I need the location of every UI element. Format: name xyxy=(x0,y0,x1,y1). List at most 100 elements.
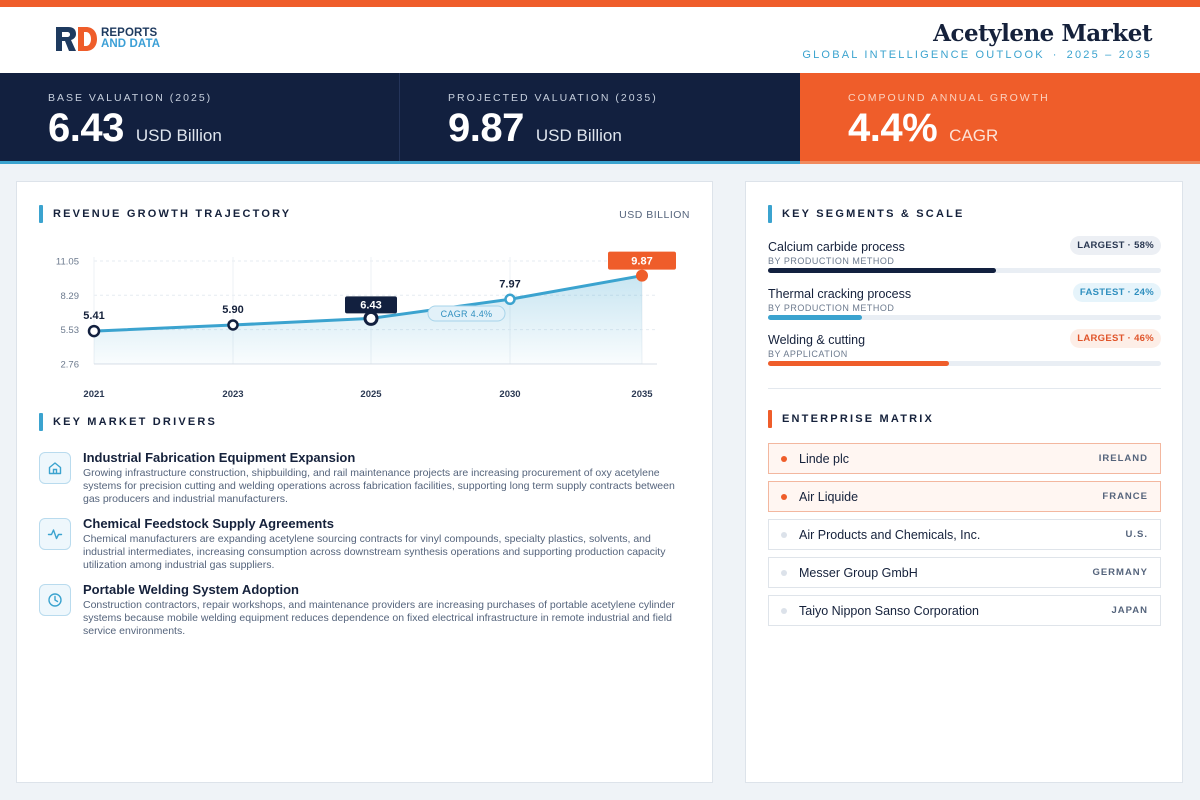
brand-logo: REPORTS AND DATA xyxy=(54,27,160,51)
data-label-box xyxy=(608,251,676,270)
kpi-base-valuation: BASE VALUATION (2025) 6.43 USD Billion xyxy=(0,73,400,164)
x-tick-label: 2023 xyxy=(222,389,243,400)
enterprise-row: Air Liquide FRANCE xyxy=(768,481,1161,512)
data-label: 9.87 xyxy=(631,256,652,268)
driver-title: Industrial Fabrication Equipment Expansi… xyxy=(83,450,356,465)
brand-line-2: AND DATA xyxy=(101,38,161,50)
segment-share-track xyxy=(768,268,1161,273)
data-point xyxy=(636,269,648,282)
kpi-label: PROJECTED VALUATION (2035) xyxy=(448,92,658,104)
section-accent-bar xyxy=(768,205,772,223)
section-accent-bar xyxy=(39,413,43,431)
driver-item: Portable Welding System Adoption Constru… xyxy=(39,582,689,638)
section-title-text: KEY SEGMENTS & SCALE xyxy=(782,208,965,220)
brand-name: REPORTS AND DATA xyxy=(101,27,161,50)
company-country: IRELAND xyxy=(1098,453,1148,464)
enterprise-row: Linde plc IRELAND xyxy=(768,443,1161,474)
segment-share-track xyxy=(768,361,1161,366)
revenue-card: REVENUE GROWTH TRAJECTORY USD BILLION 11… xyxy=(16,181,713,783)
kpi-value: 4.4% xyxy=(848,106,938,150)
driver-description: Construction contractors, repair worksho… xyxy=(83,599,675,637)
company-name: Linde plc xyxy=(799,451,850,466)
bullet-dot-icon xyxy=(781,493,787,500)
segment-item: Calcium carbide process BY PRODUCTION ME… xyxy=(768,236,1161,273)
driver-item: Industrial Fabrication Equipment Expansi… xyxy=(39,450,689,506)
data-point xyxy=(504,293,516,306)
x-tick-label: 2030 xyxy=(499,389,520,400)
drivers-section-title: KEY MARKET DRIVERS xyxy=(39,413,217,431)
kpi-unit: USD Billion xyxy=(535,126,622,145)
driver-description: Growing infrastructure construction, shi… xyxy=(83,467,675,505)
bullet-dot-icon xyxy=(781,569,787,576)
company-name: Air Products and Chemicals, Inc. xyxy=(799,527,981,542)
revenue-section-title: REVENUE GROWTH TRAJECTORY xyxy=(39,205,291,223)
segment-name: Welding & cutting xyxy=(768,333,866,347)
subtitle-period: 2025 – 2035 xyxy=(1066,49,1152,61)
bullet-dot-icon xyxy=(781,455,787,462)
segment-item: Welding & cutting BY APPLICATION LARGEST… xyxy=(768,329,1161,366)
segment-item: Thermal cracking process BY PRODUCTION M… xyxy=(768,283,1161,320)
revenue-chart: 11.05 8.29 5.53 2.76 CAGR 4.4% 5.41 2021 5.90 20… xyxy=(56,251,676,400)
section-title-text: ENTERPRISE MATRIX xyxy=(782,413,935,425)
segment-badge: LARGEST · 58% xyxy=(1070,236,1161,255)
enterprise-row: Air Products and Chemicals, Inc. U.S. xyxy=(768,519,1161,550)
company-country: U.S. xyxy=(1125,529,1148,540)
kpi-cagr: COMPOUND ANNUAL GROWTH 4.4% CAGR xyxy=(800,73,1200,164)
x-tick-label: 2025 xyxy=(360,389,382,400)
x-tick-label: 2021 xyxy=(83,389,105,400)
subtitle-text: GLOBAL INTELLIGENCE OUTLOOK xyxy=(802,49,1045,61)
data-point xyxy=(87,324,101,338)
subtitle-separator: · xyxy=(1052,49,1059,61)
y-tick-label: 11.05 xyxy=(56,257,79,268)
cagr-annotation-pill xyxy=(427,305,506,322)
segment-badge: FASTEST · 24% xyxy=(1072,283,1161,302)
driver-description: Chemical manufacturers are expanding ace… xyxy=(83,533,666,571)
section-accent-bar xyxy=(768,410,772,428)
brand-line-1: REPORTS xyxy=(101,27,158,39)
enterprise-section-title: ENTERPRISE MATRIX xyxy=(768,410,934,428)
driver-title: Portable Welding System Adoption xyxy=(83,582,299,597)
segment-share-bar xyxy=(768,315,863,320)
kpi-label: COMPOUND ANNUAL GROWTH xyxy=(848,92,1050,104)
y-tick-label: 8.29 xyxy=(61,291,80,302)
data-label: 6.43 xyxy=(360,299,381,311)
y-tick-label: 2.76 xyxy=(61,360,80,371)
top-accent-bar xyxy=(0,0,1200,7)
data-point xyxy=(363,310,379,326)
drivers-list: Industrial Fabrication Equipment Expansi… xyxy=(39,450,689,648)
company-country: GERMANY xyxy=(1092,567,1148,578)
chart-unit-label: USD BILLION xyxy=(619,209,690,221)
segment-badge: LARGEST · 46% xyxy=(1070,329,1161,348)
segment-category: BY PRODUCTION METHOD xyxy=(768,256,895,266)
company-country: JAPAN xyxy=(1111,605,1148,616)
section-accent-bar xyxy=(39,205,43,223)
segments-card: KEY SEGMENTS & SCALE Calcium carbide pro… xyxy=(745,181,1183,783)
bullet-dot-icon xyxy=(781,531,787,538)
segment-share-bar xyxy=(768,268,996,273)
kpi-projected-valuation: PROJECTED VALUATION (2035) 9.87 USD Billi… xyxy=(400,73,800,164)
x-tick-label: 2035 xyxy=(631,389,653,400)
kpi-value: 6.43 xyxy=(48,106,124,150)
clock-icon xyxy=(39,584,71,616)
kpi-label: BASE VALUATION (2025) xyxy=(48,92,213,104)
segment-category: BY APPLICATION xyxy=(768,349,848,359)
y-tick-label: 5.53 xyxy=(61,325,80,336)
section-divider xyxy=(768,388,1161,389)
cagr-annotation-label: CAGR 4.4% xyxy=(441,309,493,319)
data-label: 7.97 xyxy=(499,278,520,290)
segment-share-track xyxy=(768,315,1161,320)
page-title: Acetylene Market xyxy=(933,20,1152,47)
data-label-box xyxy=(345,296,397,314)
kpi-unit: CAGR xyxy=(949,126,999,145)
company-name: Messer Group GmbH xyxy=(799,565,918,580)
company-name: Air Liquide xyxy=(799,489,859,504)
enterprise-row: Messer Group GmbH GERMANY xyxy=(768,557,1161,588)
header: REPORTS AND DATA Acetylene Market GLOBAL… xyxy=(0,7,1200,73)
bullet-dot-icon xyxy=(781,607,787,614)
driver-title: Chemical Feedstock Supply Agreements xyxy=(83,516,334,531)
kpi-value: 9.87 xyxy=(448,106,524,150)
rd-logo-icon xyxy=(56,27,97,51)
section-title-text: KEY MARKET DRIVERS xyxy=(53,416,218,428)
data-label: 5.90 xyxy=(222,304,243,316)
company-country: FRANCE xyxy=(1102,491,1148,502)
